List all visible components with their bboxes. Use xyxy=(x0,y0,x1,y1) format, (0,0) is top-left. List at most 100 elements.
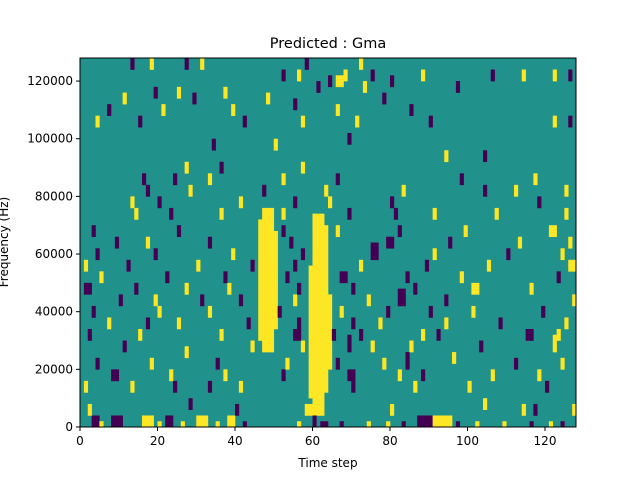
heatmap-cell xyxy=(130,380,135,393)
heatmap-cell xyxy=(273,138,278,151)
heatmap-cell xyxy=(328,75,333,88)
heatmap-cell xyxy=(390,75,395,88)
heatmap-cell xyxy=(130,58,135,70)
x-tick-label: 40 xyxy=(227,434,242,448)
heatmap-cell xyxy=(471,305,476,318)
heatmap-cell xyxy=(281,207,286,220)
heatmap-cell xyxy=(219,328,224,341)
heatmap-cell xyxy=(91,305,96,318)
heatmap-cell xyxy=(238,196,244,209)
heatmap-cell xyxy=(300,115,306,128)
heatmap-cell xyxy=(165,271,170,284)
heatmap-cell xyxy=(347,207,352,220)
heatmap-cell xyxy=(568,259,577,272)
heatmap-cell xyxy=(250,259,255,272)
heatmap-cell xyxy=(452,352,457,364)
heatmap-cell xyxy=(502,421,507,428)
heatmap-cell xyxy=(436,328,441,341)
heatmap-cell xyxy=(393,207,399,220)
heatmap-cell xyxy=(87,328,92,341)
heatmap-cell xyxy=(386,236,395,249)
x-tick-label: 100 xyxy=(456,434,479,448)
heatmap-cell xyxy=(262,184,267,197)
y-tick-label: 40000 xyxy=(35,305,73,319)
heatmap-cell xyxy=(184,282,189,295)
heatmap-cell xyxy=(169,369,174,382)
heatmap-cell xyxy=(324,225,329,393)
heatmap-cell xyxy=(351,317,356,330)
heatmap-cell xyxy=(490,369,495,382)
heatmap-cell xyxy=(359,58,364,70)
heatmap-cell xyxy=(99,421,104,428)
heatmap-cell xyxy=(339,271,348,284)
heatmap-cell xyxy=(126,259,131,272)
heatmap-cell xyxy=(335,225,340,238)
heatmap-cell xyxy=(444,317,449,330)
heatmap-cell xyxy=(335,357,340,370)
heatmap-cell xyxy=(107,104,112,116)
x-tick-label: 20 xyxy=(150,434,165,448)
heatmap-cell xyxy=(401,184,406,197)
heatmap-cell xyxy=(91,225,96,238)
heatmap-cell xyxy=(366,294,371,307)
heatmap-cell xyxy=(552,334,557,353)
heatmap-cell xyxy=(231,248,236,261)
heatmap-cell xyxy=(424,259,430,272)
heatmap-cell xyxy=(335,75,344,88)
heatmap-cell xyxy=(122,92,127,105)
heatmap-cell xyxy=(514,184,519,197)
heatmap-cell xyxy=(366,421,371,428)
heatmap-cell xyxy=(339,421,344,428)
heatmap-cell xyxy=(173,173,178,186)
heatmap-cell xyxy=(432,415,453,428)
heatmap-cell xyxy=(281,69,286,82)
heatmap-cell xyxy=(238,294,244,307)
heatmap-cell xyxy=(421,328,426,341)
y-tick-label: 20000 xyxy=(35,362,73,376)
heatmap-cell xyxy=(572,294,577,307)
heatmap-cell xyxy=(521,403,526,416)
heatmap-cell xyxy=(413,380,418,393)
heatmap-cell xyxy=(223,369,228,382)
heatmap-cell xyxy=(324,184,329,197)
heatmap-cell xyxy=(382,357,387,370)
heatmap-cell xyxy=(339,305,344,318)
heatmap-cell xyxy=(111,369,120,382)
heatmap-cell xyxy=(483,184,488,197)
heatmap-cell xyxy=(386,305,391,318)
heatmap-cell xyxy=(335,104,340,116)
heatmap-cell xyxy=(413,282,418,295)
heatmap-cell xyxy=(455,421,461,428)
heatmap-cells xyxy=(83,58,577,428)
heatmap-cell xyxy=(211,138,216,151)
heatmap-cell xyxy=(390,196,395,209)
heatmap-cell xyxy=(293,294,298,307)
heatmap-cell xyxy=(281,225,286,238)
heatmap-cell xyxy=(304,58,309,70)
heatmap-cell xyxy=(215,421,220,428)
heatmap-cell xyxy=(153,294,158,307)
heatmap-cell xyxy=(463,225,468,238)
heatmap-cell xyxy=(525,328,534,341)
heatmap-cell xyxy=(145,184,151,197)
heatmap-cell xyxy=(184,346,189,359)
heatmap-cell xyxy=(409,104,414,116)
heatmap-cell xyxy=(149,58,154,70)
heatmap-cell xyxy=(548,421,554,428)
heatmap-cell xyxy=(304,403,313,416)
x-tick-label: 60 xyxy=(305,434,320,448)
heatmap-cell xyxy=(494,207,499,220)
heatmap-cell xyxy=(421,69,426,82)
heatmap-cell xyxy=(207,236,213,249)
heatmap-cell xyxy=(297,282,302,295)
heatmap-cell xyxy=(397,225,402,238)
heatmap-cell xyxy=(246,317,251,330)
heatmap-cell xyxy=(514,357,519,370)
heatmap-cell xyxy=(537,369,542,382)
heatmap-cell xyxy=(83,380,89,393)
heatmap-cell xyxy=(479,340,484,353)
heatmap-cell xyxy=(134,282,139,295)
heatmap-cell xyxy=(219,161,224,174)
heatmap-cell xyxy=(362,81,368,93)
